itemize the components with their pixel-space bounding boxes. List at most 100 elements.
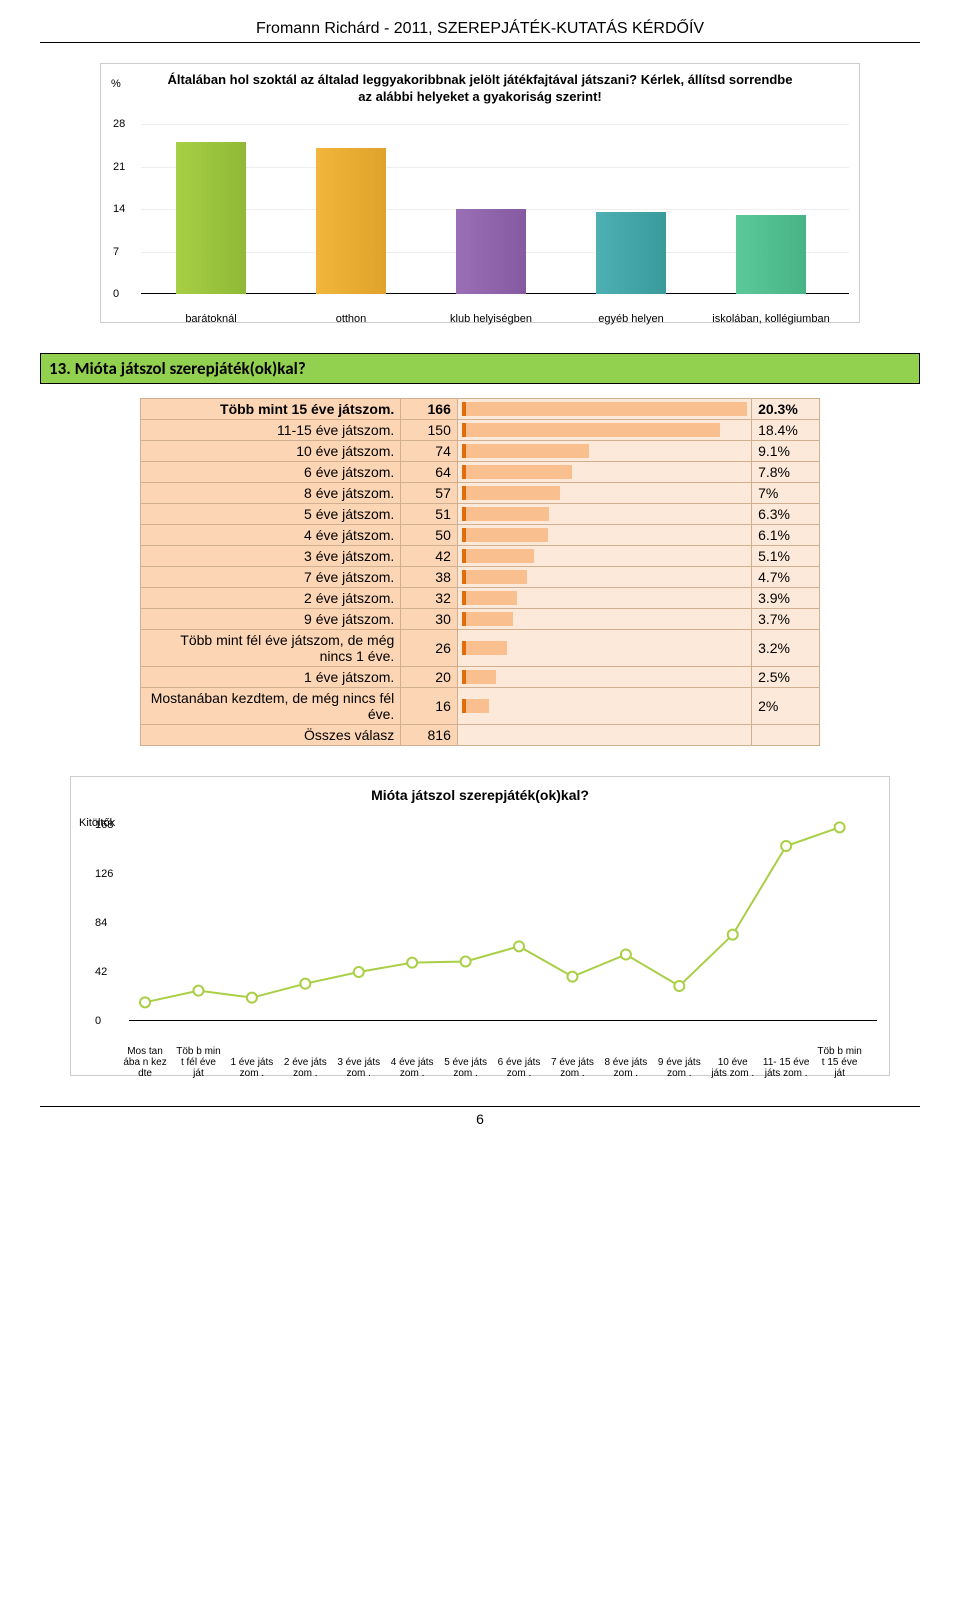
table-row: 4 éve játszom.506.1% xyxy=(141,525,820,546)
table-row: 3 éve játszom.425.1% xyxy=(141,546,820,567)
table-row: 5 éve játszom.516.3% xyxy=(141,504,820,525)
row-pct: 6.1% xyxy=(752,525,820,546)
bar-ytick: 0 xyxy=(113,288,119,300)
row-pct: 6.3% xyxy=(752,504,820,525)
row-pct: 3.9% xyxy=(752,588,820,609)
line-point xyxy=(354,967,364,977)
table-row: 2 éve játszom.32 3.9% xyxy=(141,588,820,609)
table-row: Mostanában kezdtem, de még nincs fél éve… xyxy=(141,688,820,725)
line-point xyxy=(728,930,738,940)
line-point xyxy=(621,950,631,960)
row-value: 816 xyxy=(401,725,458,746)
row-value: 166 xyxy=(401,399,458,420)
line-xlabel: Mos tan ába n kez dte xyxy=(121,1046,169,1079)
gridline xyxy=(141,167,849,168)
row-bar xyxy=(457,567,751,588)
line-point xyxy=(193,986,203,996)
line-point xyxy=(835,822,845,832)
row-value: 38 xyxy=(401,567,458,588)
line-path xyxy=(145,827,840,1002)
line-xlabel: 7 éve játs zom . xyxy=(548,1057,596,1079)
row-label: Több mint 15 éve játszom. xyxy=(141,399,401,420)
line-ytick: 84 xyxy=(95,917,107,929)
row-bar xyxy=(457,688,751,725)
row-label: 8 éve játszom. xyxy=(141,483,401,504)
row-value: 32 xyxy=(401,588,458,609)
row-label: 2 éve játszom. xyxy=(141,588,401,609)
row-bar xyxy=(457,667,751,688)
bar: klub helyiségben xyxy=(456,209,526,294)
line-xlabel: 3 éve játs zom . xyxy=(335,1057,383,1079)
row-label: 6 éve játszom. xyxy=(141,462,401,483)
line-point xyxy=(300,979,310,989)
bar-xlabel: otthon xyxy=(291,313,411,326)
row-value: 30 xyxy=(401,609,458,630)
line-xlabel: 4 éve játs zom . xyxy=(388,1057,436,1079)
row-bar xyxy=(457,609,751,630)
row-pct: 2% xyxy=(752,688,820,725)
line-point xyxy=(781,841,791,851)
bar-plot-area: 07142128barátoknálotthonklub helyiségben… xyxy=(141,124,849,294)
table-row: 9 éve játszom.303.7% xyxy=(141,609,820,630)
bar-chart-title: Általában hol szoktál az általad leggyak… xyxy=(101,64,859,110)
bar: iskolában, kollégiumban xyxy=(736,215,806,294)
gridline xyxy=(141,124,849,125)
bar-chart: % Általában hol szoktál az általad leggy… xyxy=(100,63,860,323)
line-chart-title: Mióta játszol szerepjáték(ok)kal? xyxy=(71,777,889,807)
line-chart: Mióta játszol szerepjáték(ok)kal? Kitölt… xyxy=(70,776,890,1076)
bar-ytick: 21 xyxy=(113,161,125,173)
table-row: Összes válasz816 xyxy=(141,725,820,746)
row-value: 42 xyxy=(401,546,458,567)
row-label: Mostanában kezdtem, de még nincs fél éve… xyxy=(141,688,401,725)
row-bar xyxy=(457,525,751,546)
line-point xyxy=(407,958,417,968)
row-value: 50 xyxy=(401,525,458,546)
table-row: 7 éve játszom.384.7% xyxy=(141,567,820,588)
row-label: 10 éve játszom. xyxy=(141,441,401,462)
line-xlabel: 1 éve játs zom . xyxy=(228,1057,276,1079)
row-bar xyxy=(457,504,751,525)
line-svg xyxy=(129,825,877,1021)
row-bar xyxy=(457,630,751,667)
row-label: 9 éve játszom. xyxy=(141,609,401,630)
row-pct: 5.1% xyxy=(752,546,820,567)
row-bar xyxy=(457,462,751,483)
bar-xlabel: klub helyiségben xyxy=(431,313,551,326)
line-ytick: 168 xyxy=(95,819,113,831)
bar-xlabel: barátoknál xyxy=(151,313,271,326)
row-bar xyxy=(457,725,751,746)
page-header: Fromann Richárd - 2011, SZEREPJÁTÉK-KUTA… xyxy=(40,20,920,43)
line-xlabel: 11- 15 éve játs zom . xyxy=(762,1057,810,1079)
row-pct: 7.8% xyxy=(752,462,820,483)
line-xlabel: 10 éve játs zom . xyxy=(709,1057,757,1079)
line-point xyxy=(247,993,257,1003)
line-ytick: 126 xyxy=(95,868,113,880)
row-pct: 9.1% xyxy=(752,441,820,462)
row-pct xyxy=(752,725,820,746)
table-row: 10 éve játszom.74 9.1% xyxy=(141,441,820,462)
row-label: 11-15 éve játszom. xyxy=(141,420,401,441)
row-pct: 20.3% xyxy=(752,399,820,420)
table-row: Több mint 15 éve játszom.166 20.3% xyxy=(141,399,820,420)
row-value: 57 xyxy=(401,483,458,504)
row-value: 51 xyxy=(401,504,458,525)
row-label: 1 éve játszom. xyxy=(141,667,401,688)
row-value: 150 xyxy=(401,420,458,441)
line-ytick: 42 xyxy=(95,966,107,978)
row-label: 7 éve játszom. xyxy=(141,567,401,588)
line-xlabel: 6 éve játs zom . xyxy=(495,1057,543,1079)
row-bar xyxy=(457,546,751,567)
line-point xyxy=(567,972,577,982)
line-ytick: 0 xyxy=(95,1015,101,1027)
line-xlabel: 2 éve játs zom . xyxy=(281,1057,329,1079)
table-row: 1 éve játszom.202.5% xyxy=(141,667,820,688)
line-point xyxy=(140,997,150,1007)
bar-chart-container: % Általában hol szoktál az általad leggy… xyxy=(100,63,860,323)
row-pct: 7% xyxy=(752,483,820,504)
line-xlabel: Töb b min t 15 éve ját xyxy=(816,1046,864,1079)
row-value: 74 xyxy=(401,441,458,462)
bar: egyéb helyen xyxy=(596,212,666,294)
bar-ytick: 14 xyxy=(113,203,125,215)
row-value: 16 xyxy=(401,688,458,725)
line-xlabel: 9 éve játs zom . xyxy=(655,1057,703,1079)
